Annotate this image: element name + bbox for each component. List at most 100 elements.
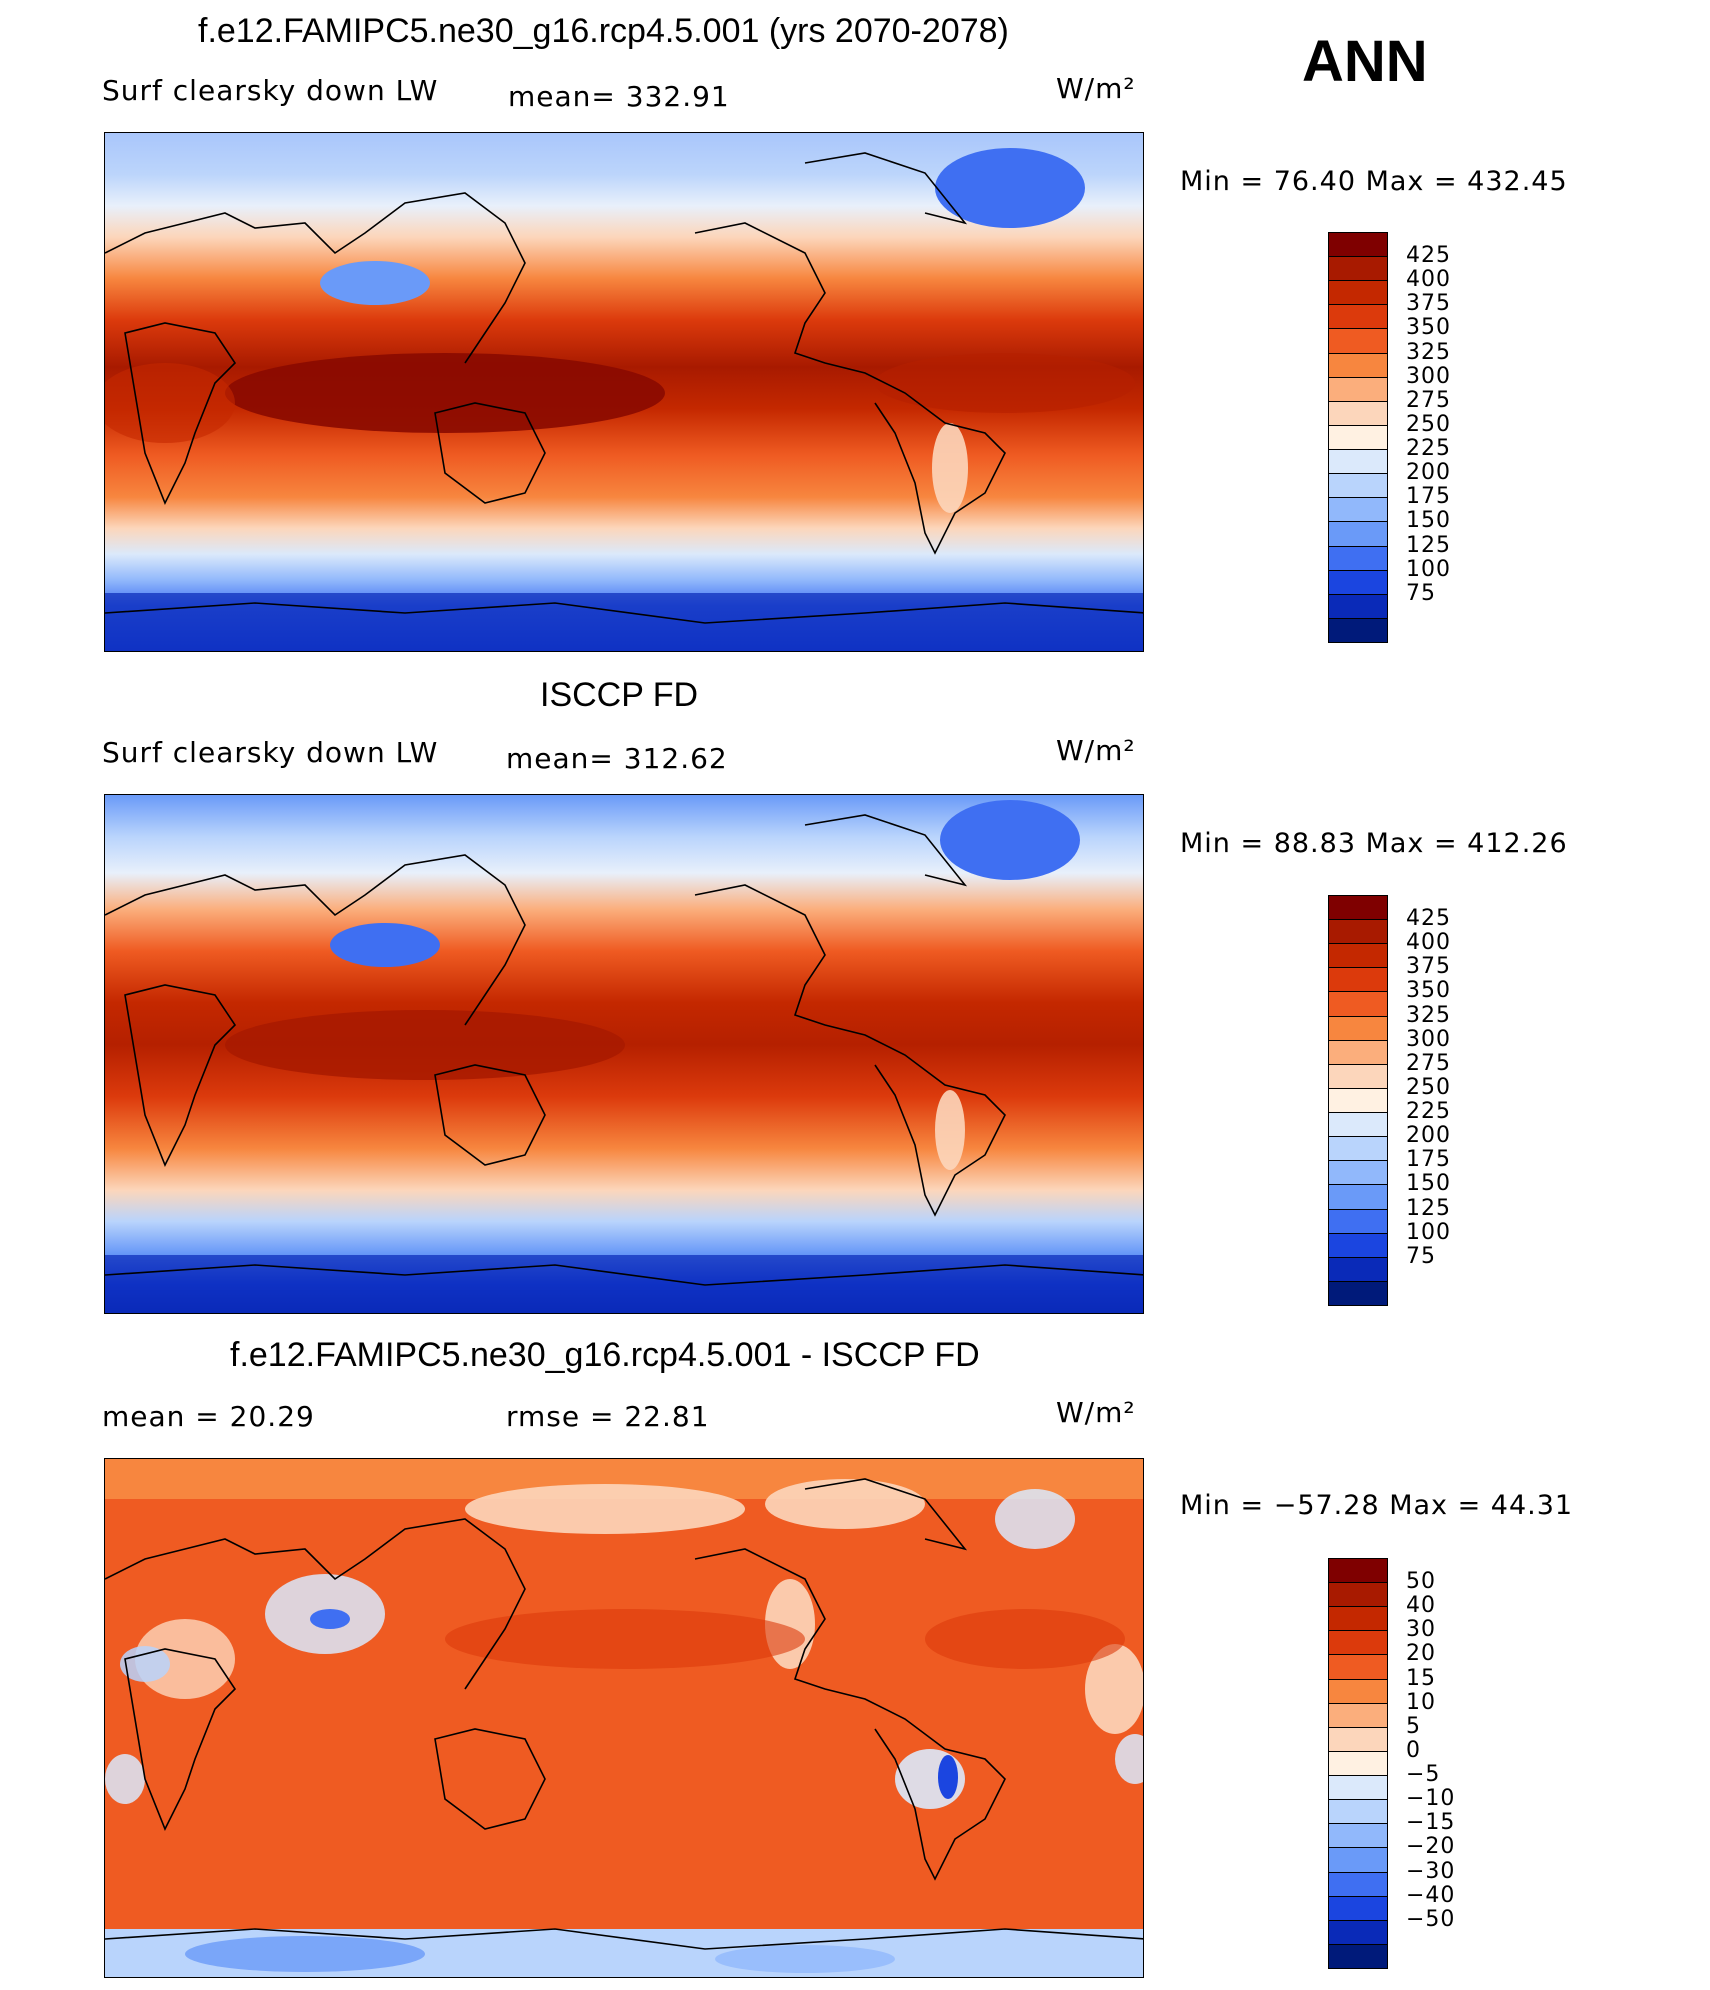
colorbar-swatch [1328, 967, 1388, 993]
colorbar-swatch [1328, 617, 1388, 643]
colorbar-swatch [1328, 1087, 1388, 1114]
panel-2-map [104, 794, 1144, 1314]
colorbar-tick-label: 15 [1406, 1665, 1436, 1691]
colorbar-swatch [1328, 1630, 1388, 1656]
colorbar-swatch [1328, 304, 1388, 330]
coastlines [105, 152, 1143, 624]
colorbar-swatch [1328, 991, 1388, 1017]
colorbar-swatch [1328, 1823, 1388, 1849]
colorbar-tick-label: 175 [1406, 1147, 1451, 1173]
colorbar-tick-label: 350 [1406, 315, 1451, 341]
colorbar-swatch [1328, 1775, 1388, 1801]
colorbar-swatch [1328, 280, 1388, 306]
colorbar-swatch [1328, 1582, 1388, 1608]
colorbar-tick-label: 125 [1406, 532, 1451, 558]
colorbar-swatch [1328, 473, 1388, 499]
colorbar-swatch [1328, 232, 1388, 258]
colorbar-tick-label: 375 [1406, 291, 1451, 317]
colorbar-tick-label: 300 [1406, 1026, 1451, 1052]
colorbar-tick-label: 0 [1406, 1737, 1421, 1763]
colorbar-swatch [1328, 569, 1388, 595]
colorbar-swatch [1328, 1799, 1388, 1825]
panel-3-colorbar [1328, 1558, 1388, 1969]
colorbar-tick-label: 75 [1406, 1243, 1436, 1269]
colorbar-tick-label: 250 [1406, 1074, 1451, 1100]
colorbar-tick-label: 225 [1406, 436, 1451, 462]
colorbar-tick-label: 20 [1406, 1641, 1436, 1667]
colorbar-tick-label: 75 [1406, 580, 1436, 606]
colorbar-swatch [1328, 1208, 1388, 1234]
colorbar-swatch [1328, 1256, 1388, 1282]
colorbar-tick-label: −5 [1406, 1762, 1441, 1788]
colorbar-tick-label: 150 [1406, 508, 1451, 534]
colorbar-swatch [1328, 400, 1388, 426]
colorbar-tick-label: 200 [1406, 460, 1451, 486]
colorbar-swatch [1328, 1654, 1388, 1680]
panel-1-minmax: Min = 76.40 Max = 432.45 [1180, 166, 1568, 197]
colorbar-tick-label: 275 [1406, 1050, 1451, 1076]
colorbar-tick-label: 125 [1406, 1195, 1451, 1221]
colorbar-swatch [1328, 1280, 1388, 1306]
colorbar-swatch [1328, 256, 1388, 282]
colorbar-swatch [1328, 1039, 1388, 1065]
panel-3-title: f.e12.FAMIPC5.ne30_g16.rcp4.5.001 - ISCC… [230, 1336, 980, 1374]
panel-1-units: W/m² [1056, 72, 1136, 105]
panel-2-title: ISCCP FD [540, 676, 699, 714]
colorbar-tick-label: 425 [1406, 243, 1451, 269]
colorbar-swatch [1328, 1919, 1388, 1945]
colorbar-swatch [1328, 1847, 1388, 1873]
warm-pool-core [225, 353, 665, 433]
colorbar-swatch [1328, 943, 1388, 969]
colorbar-tick-label: 175 [1406, 484, 1451, 510]
colorbar-tick-label: 250 [1406, 411, 1451, 437]
panel-1-map [104, 132, 1144, 652]
coastlines [105, 1478, 1143, 1950]
panel-3-mean: mean = 20.29 [102, 1400, 315, 1433]
colorbar-swatch [1328, 1726, 1388, 1752]
colorbar-tick-label: 350 [1406, 978, 1451, 1004]
panel-2-units: W/m² [1056, 734, 1136, 767]
colorbar-tick-label: 300 [1406, 363, 1451, 389]
coastlines [105, 814, 1143, 1286]
colorbar-tick-label: 10 [1406, 1689, 1436, 1715]
panel-3-rmse: rmse = 22.81 [506, 1400, 710, 1433]
colorbar-swatch [1328, 1160, 1388, 1186]
colorbar-tick-label: 150 [1406, 1171, 1451, 1197]
colorbar-tick-label: 400 [1406, 267, 1451, 293]
colorbar-tick-label: 100 [1406, 1219, 1451, 1245]
colorbar-swatch [1328, 424, 1388, 451]
colorbar-tick-label: 200 [1406, 1123, 1451, 1149]
colorbar-swatch [1328, 521, 1388, 547]
colorbar-swatch [1328, 895, 1388, 921]
colorbar-swatch [1328, 1678, 1388, 1704]
colorbar-swatch [1328, 1702, 1388, 1728]
andes-anomaly [938, 1755, 958, 1799]
tibet-cold-spot [320, 261, 430, 305]
colorbar-tick-label: −40 [1406, 1882, 1456, 1908]
tibet-anomaly [310, 1609, 350, 1629]
colorbar-tick-label: 30 [1406, 1617, 1436, 1643]
colorbar-swatch [1328, 1015, 1388, 1041]
panel-2-colorbar [1328, 895, 1388, 1306]
panel-2-mean: mean= 312.62 [506, 742, 728, 775]
colorbar-tick-label: 100 [1406, 556, 1451, 582]
greenland-cold-spot [935, 148, 1085, 228]
panel-1-title: f.e12.FAMIPC5.ne30_g16.rcp4.5.001 (yrs 2… [198, 12, 1009, 50]
panel-1-mean: mean= 332.91 [508, 80, 730, 113]
colorbar-tick-label: 375 [1406, 954, 1451, 980]
colorbar-swatch [1328, 1558, 1388, 1584]
panel-2-variable-label: Surf clearsky down LW [102, 736, 439, 769]
colorbar-swatch [1328, 1750, 1388, 1777]
colorbar-swatch [1328, 1136, 1388, 1162]
colorbar-tick-label: −15 [1406, 1810, 1456, 1836]
colorbar-swatch [1328, 1606, 1388, 1632]
colorbar-swatch [1328, 1232, 1388, 1258]
colorbar-tick-label: −20 [1406, 1834, 1456, 1860]
panel-1-variable-label: Surf clearsky down LW [102, 74, 439, 107]
panel-3-units: W/m² [1056, 1396, 1136, 1429]
panel-3-minmax: Min = −57.28 Max = 44.31 [1180, 1490, 1574, 1521]
colorbar-swatch [1328, 1112, 1388, 1138]
colorbar-tick-label: −50 [1406, 1906, 1456, 1932]
panel-1-colorbar [1328, 232, 1388, 643]
colorbar-tick-label: 425 [1406, 906, 1451, 932]
